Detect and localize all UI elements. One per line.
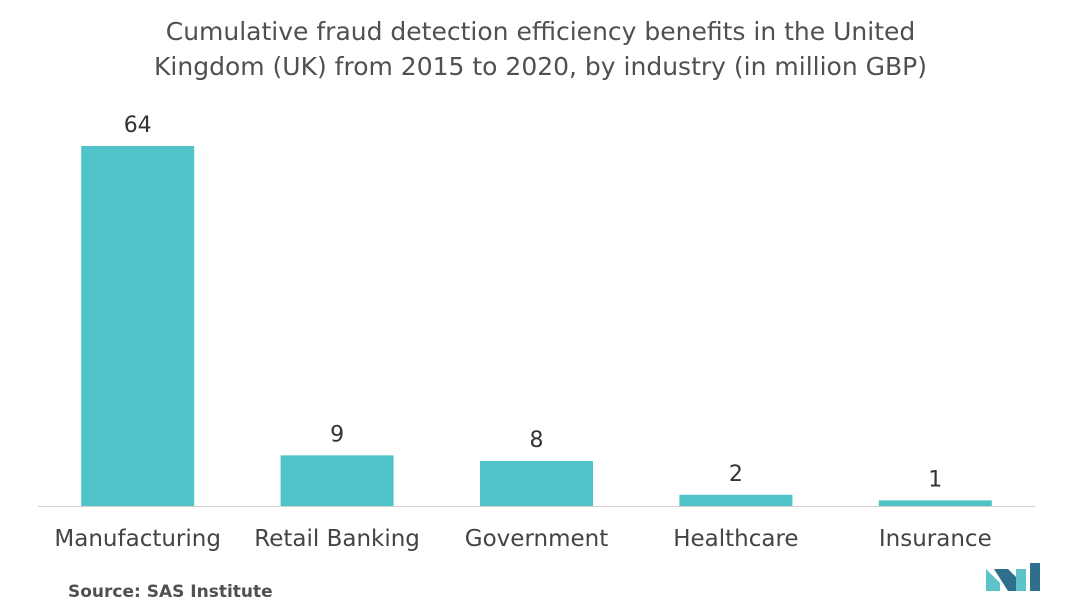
bar-government xyxy=(480,461,593,506)
category-label-healthcare: Healthcare xyxy=(673,526,798,552)
data-label-government: 8 xyxy=(530,428,544,453)
chart-title-line-1: Cumulative fraud detection efficiency be… xyxy=(165,17,916,46)
category-label-insurance: Insurance xyxy=(879,526,992,552)
bar-manufacturing xyxy=(81,146,195,506)
bar-insurance xyxy=(878,500,992,506)
data-label-healthcare: 2 xyxy=(729,462,743,487)
bar-healthcare xyxy=(679,494,793,506)
source-note: Source: SAS Institute xyxy=(68,582,273,602)
category-label-retail-banking: Retail Banking xyxy=(254,526,420,552)
data-label-retail-banking: 9 xyxy=(330,422,344,447)
data-label-insurance: 1 xyxy=(928,467,942,492)
chart-title-line-2: Kingdom (UK) from 2015 to 2020, by indus… xyxy=(154,52,927,81)
bar-retail-banking xyxy=(280,455,394,506)
data-label-manufacturing: 64 xyxy=(124,113,152,138)
chart-title: Cumulative fraud detection efficiency be… xyxy=(0,14,1081,84)
mordor-intelligence-logo-icon xyxy=(986,563,1040,591)
data-labels-group: 64 9 8 2 1 xyxy=(124,113,943,492)
category-label-government: Government xyxy=(465,526,608,552)
category-label-manufacturing: Manufacturing xyxy=(54,526,221,552)
category-labels-group: Manufacturing Retail Banking Government Hea… xyxy=(54,526,991,552)
bars-group xyxy=(81,146,992,506)
